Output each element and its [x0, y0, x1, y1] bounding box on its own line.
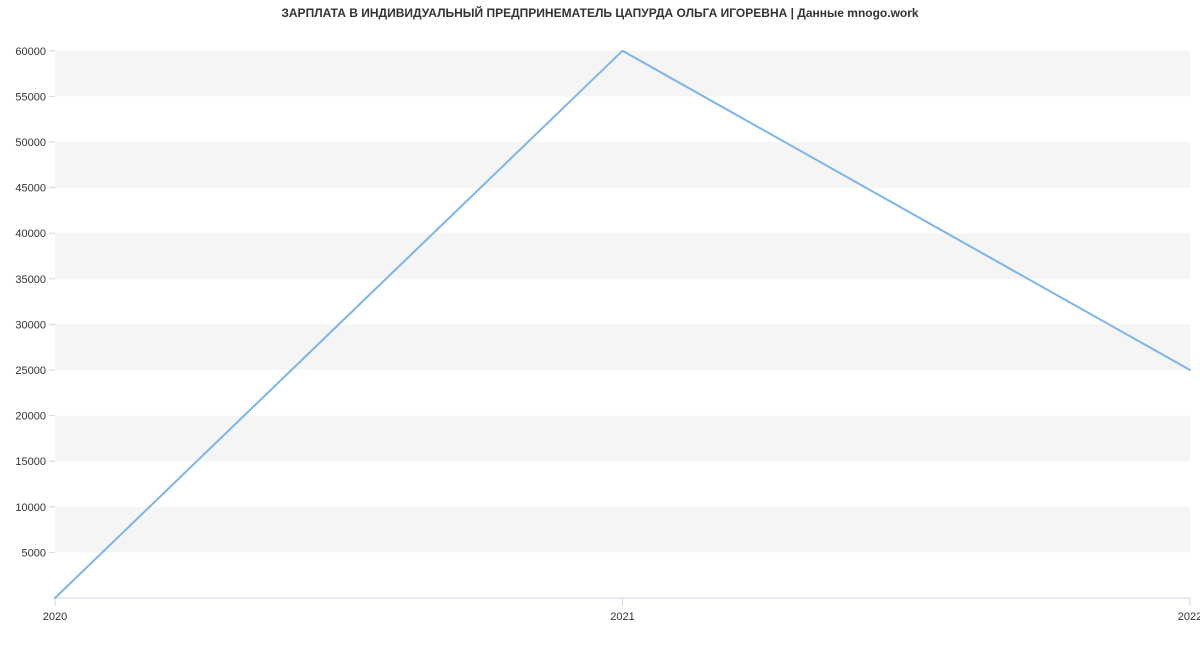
y-tick-label: 25000	[15, 365, 46, 377]
y-tick-label: 5000	[22, 547, 46, 559]
y-tick-label: 45000	[15, 183, 46, 195]
grid-band	[55, 233, 1190, 279]
y-tick-label: 35000	[15, 274, 46, 286]
grid-band	[55, 416, 1190, 462]
grid-band	[55, 51, 1190, 97]
line-chart: 5000 10000 15000 20000 25000 30000 35000 40000 4…	[0, 0, 1200, 650]
y-tick-label: 60000	[15, 46, 46, 58]
x-tick-label: 2021	[610, 611, 634, 623]
y-tick-label: 50000	[15, 137, 46, 149]
grid-band	[55, 324, 1190, 370]
grid-band	[55, 507, 1190, 553]
chart-title: ЗАРПЛАТА В ИНДИВИДУАЛЬНЫЙ ПРЕДПРИНЕМАТЕЛ…	[0, 6, 1200, 20]
grid-band	[55, 142, 1190, 188]
y-tick-label: 30000	[15, 319, 46, 331]
x-tick-label: 2020	[43, 611, 67, 623]
y-tick-label: 55000	[15, 91, 46, 103]
y-tick-label: 15000	[15, 456, 46, 468]
y-tick-label: 20000	[15, 411, 46, 423]
x-tick-label: 2022	[1178, 611, 1200, 623]
y-tick-label: 40000	[15, 228, 46, 240]
y-tick-label: 10000	[15, 502, 46, 514]
